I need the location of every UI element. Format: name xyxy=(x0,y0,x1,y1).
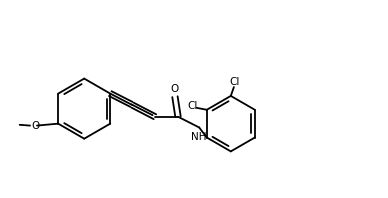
Text: NH: NH xyxy=(191,132,207,142)
Text: O: O xyxy=(171,84,179,94)
Text: O: O xyxy=(31,121,39,131)
Text: Cl: Cl xyxy=(229,77,240,88)
Text: Cl: Cl xyxy=(187,101,197,111)
